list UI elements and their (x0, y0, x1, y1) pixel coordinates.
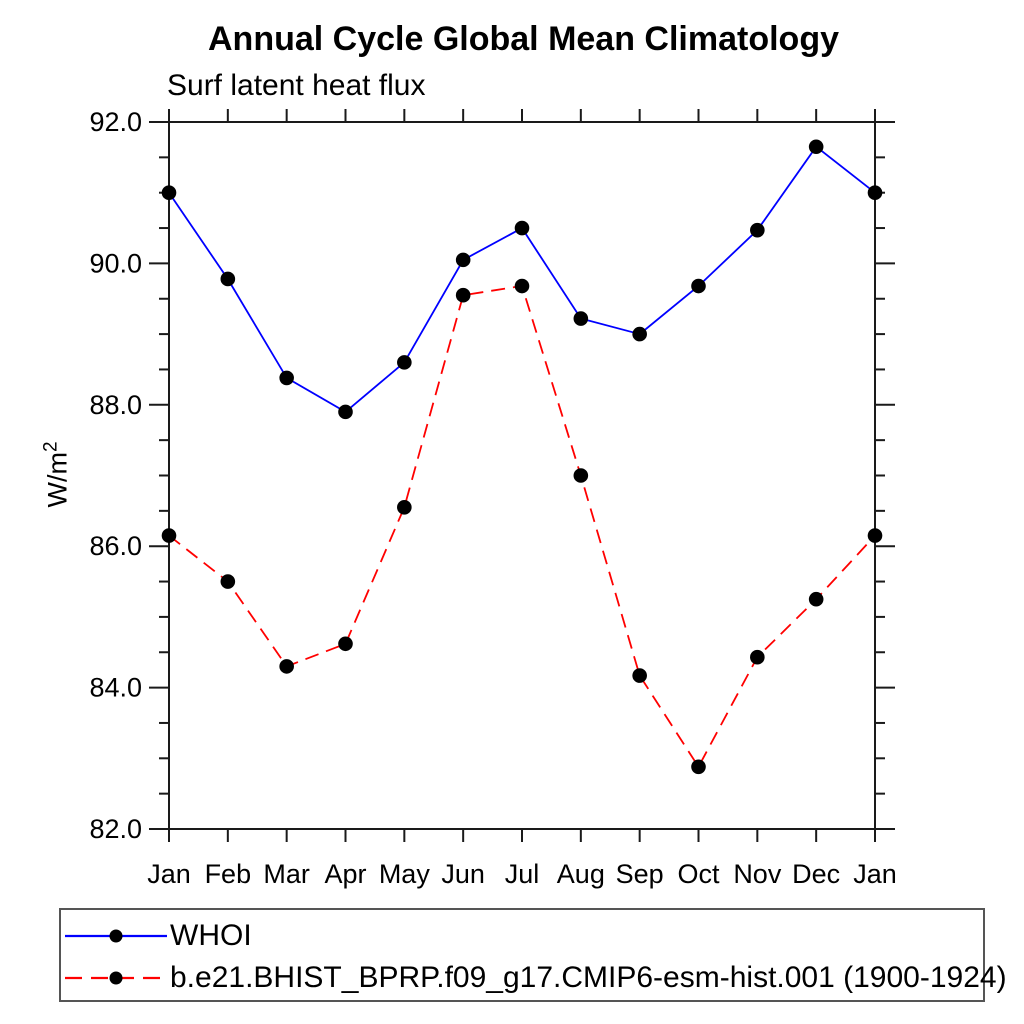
x-tick-label: Mar (263, 859, 310, 889)
legend-item-whoi: WHOI (63, 916, 252, 956)
series-0-marker (573, 311, 589, 326)
series-1-marker (867, 528, 883, 543)
series-1-marker (750, 649, 765, 665)
series-1-marker (161, 528, 177, 543)
chart-subtitle: Surf latent heat flux (167, 69, 426, 102)
y-tick-label: 82.0 (89, 814, 142, 844)
series-0-marker (691, 278, 706, 294)
series-0-marker (750, 222, 765, 238)
x-tick-label: Nov (733, 859, 782, 889)
y-tick-label: 84.0 (89, 673, 142, 703)
series-1-marker (279, 659, 294, 674)
series-0-marker (220, 271, 236, 287)
legend-item-model: b.e21.BHIST_BPRP.f09_g17.CMIP6-esm-hist.… (63, 958, 1007, 998)
series-0-marker (279, 370, 294, 386)
series-1-marker (691, 759, 706, 775)
legend-line-sample-dashed (65, 971, 167, 985)
chart-title: Annual Cycle Global Mean Climatology (208, 20, 839, 58)
x-tick-label: Jan (853, 859, 897, 889)
x-tick-label: Feb (205, 859, 252, 889)
series-1-marker (632, 668, 647, 683)
series-1-marker (220, 574, 236, 589)
series-0-marker (867, 185, 883, 200)
legend-sample-marker-icon (109, 929, 123, 943)
legend-sample-marker-icon (109, 971, 123, 985)
series-0-marker (397, 355, 412, 370)
x-tick-label: Jan (147, 859, 191, 889)
series-1-marker (338, 636, 353, 652)
series-1-marker (514, 278, 530, 294)
y-tick-label: 88.0 (89, 390, 142, 420)
legend-label-whoi: WHOI (170, 919, 252, 952)
series-0-marker (808, 139, 824, 155)
y-tick-label: 92.0 (89, 107, 142, 137)
legend-box: WHOI b.e21.BHIST_BPRP.f09_g17.CMIP6-esm-… (59, 908, 1007, 1002)
x-tick-label: Jul (505, 859, 540, 889)
y-tick-label: 86.0 (89, 531, 142, 561)
series-0-marker (632, 326, 647, 342)
series-0-marker (455, 252, 471, 268)
legend-line-sample-solid (65, 929, 167, 943)
series-1-marker (808, 591, 824, 607)
x-tick-label: Sep (616, 859, 664, 889)
x-tick-label: Jun (441, 859, 485, 889)
x-tick-label: May (379, 859, 431, 889)
x-tick-label: Apr (324, 859, 366, 889)
series-0-marker (338, 404, 353, 420)
series-1-marker (573, 468, 589, 483)
x-tick-label: Dec (792, 859, 840, 889)
y-tick-label: 90.0 (89, 248, 142, 278)
x-tick-label: Oct (677, 859, 720, 889)
legend-label-model: b.e21.BHIST_BPRP.f09_g17.CMIP6-esm-hist.… (170, 961, 1007, 994)
series-0-marker (514, 220, 530, 236)
series-1-marker (455, 287, 471, 303)
series-0-marker (161, 185, 177, 200)
series-1-marker (397, 500, 412, 515)
x-tick-label: Aug (557, 859, 605, 889)
